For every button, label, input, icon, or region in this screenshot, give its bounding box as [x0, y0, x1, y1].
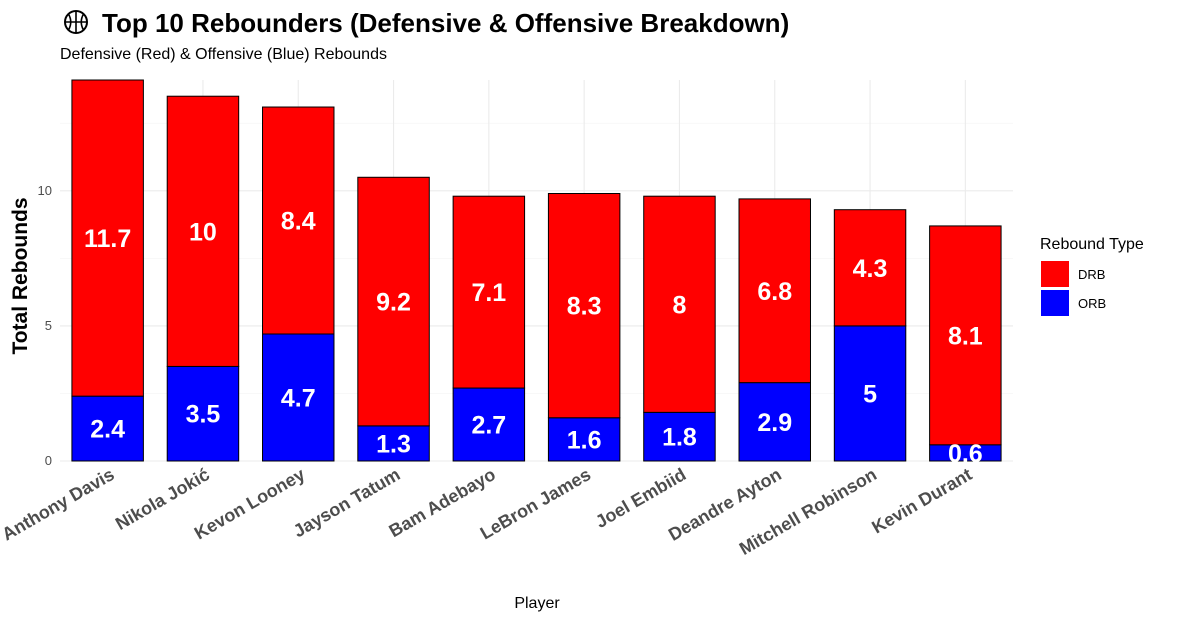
bar-orb: [71, 395, 144, 462]
x-axis-label: Player: [514, 595, 560, 612]
chart-title: Top 10 Rebounders (Defensive & Offensive…: [102, 8, 789, 38]
bar-drb: [738, 198, 811, 384]
chart-title-group: Top 10 Rebounders (Defensive & Offensive…: [64, 8, 789, 38]
y-axis-label: Total Rebounds: [9, 197, 32, 354]
bar-drb: [262, 106, 335, 335]
bar-label-drb: 9.2: [376, 289, 411, 317]
bar-label-orb: 1.8: [662, 424, 697, 452]
bar-drb: [833, 209, 907, 327]
bar-drb: [643, 195, 716, 413]
bar-label-drb: 8: [672, 291, 686, 319]
legend-swatch-drb: [1041, 261, 1069, 287]
legend-title: Rebound Type: [1040, 236, 1144, 253]
bar-orb: [262, 333, 335, 462]
x-tick-label: Anthony Davis: [0, 464, 118, 544]
y-tick-label: 0: [45, 453, 52, 468]
legend: Rebound Type DRB ORB: [1040, 236, 1144, 316]
bar-label-orb: 4.7: [281, 385, 316, 413]
bar-label-orb: 2.4: [90, 416, 125, 444]
x-tick-label: Jayson Tatum: [290, 464, 404, 541]
bar-label-drb: 8.1: [948, 322, 983, 350]
y-tick-label: 10: [38, 183, 52, 198]
bar-orb: [643, 411, 716, 462]
bar-label-orb: 5: [863, 380, 877, 408]
bar-label-orb: 1.6: [567, 426, 602, 454]
bar-label-orb: 2.9: [757, 409, 792, 437]
legend-swatch-orb: [1041, 290, 1069, 316]
bar-orb: [452, 387, 526, 462]
bar-label-orb: 3.5: [186, 401, 221, 429]
bar-drb: [452, 195, 526, 389]
bar-drb: [547, 192, 621, 419]
bar-label-drb: 8.4: [281, 208, 316, 236]
bar-label-orb: 2.7: [471, 412, 506, 440]
y-ticks: 0 5 10: [38, 183, 52, 468]
bar-label-drb: 6.8: [757, 278, 792, 306]
bar-label-drb: 10: [189, 218, 217, 246]
bars: 2.4 11.7 3.5 10 4.7 8.4 1.3 9.2 2.7 7.1 1.6 8.3 1.8 8…: [71, 79, 1002, 468]
bar-drb: [357, 176, 430, 427]
bar-drb: [929, 225, 1002, 446]
bar-label-drb: 8.3: [567, 293, 602, 321]
basketball-icon: [64, 10, 88, 34]
bar-label-drb: 7.1: [471, 279, 506, 307]
bar-drb: [71, 79, 144, 397]
bar-orb: [833, 325, 907, 462]
legend-label-drb: DRB: [1078, 267, 1105, 282]
bar-orb: [166, 365, 240, 462]
bar-label-orb: 0.6: [948, 440, 983, 468]
x-tick-label: Kevin Durant: [868, 464, 975, 537]
bar-label-drb: 4.3: [853, 255, 888, 283]
chart-subtitle: Defensive (Red) & Offensive (Blue) Rebou…: [60, 46, 387, 63]
legend-label-orb: ORB: [1078, 296, 1106, 311]
bar-label-orb: 1.3: [376, 430, 411, 458]
y-tick-label: 5: [45, 318, 52, 333]
bar-label-drb: 11.7: [84, 225, 131, 253]
bar-orb: [738, 382, 811, 462]
bar-drb: [166, 95, 240, 367]
bar-orb: [547, 417, 621, 462]
